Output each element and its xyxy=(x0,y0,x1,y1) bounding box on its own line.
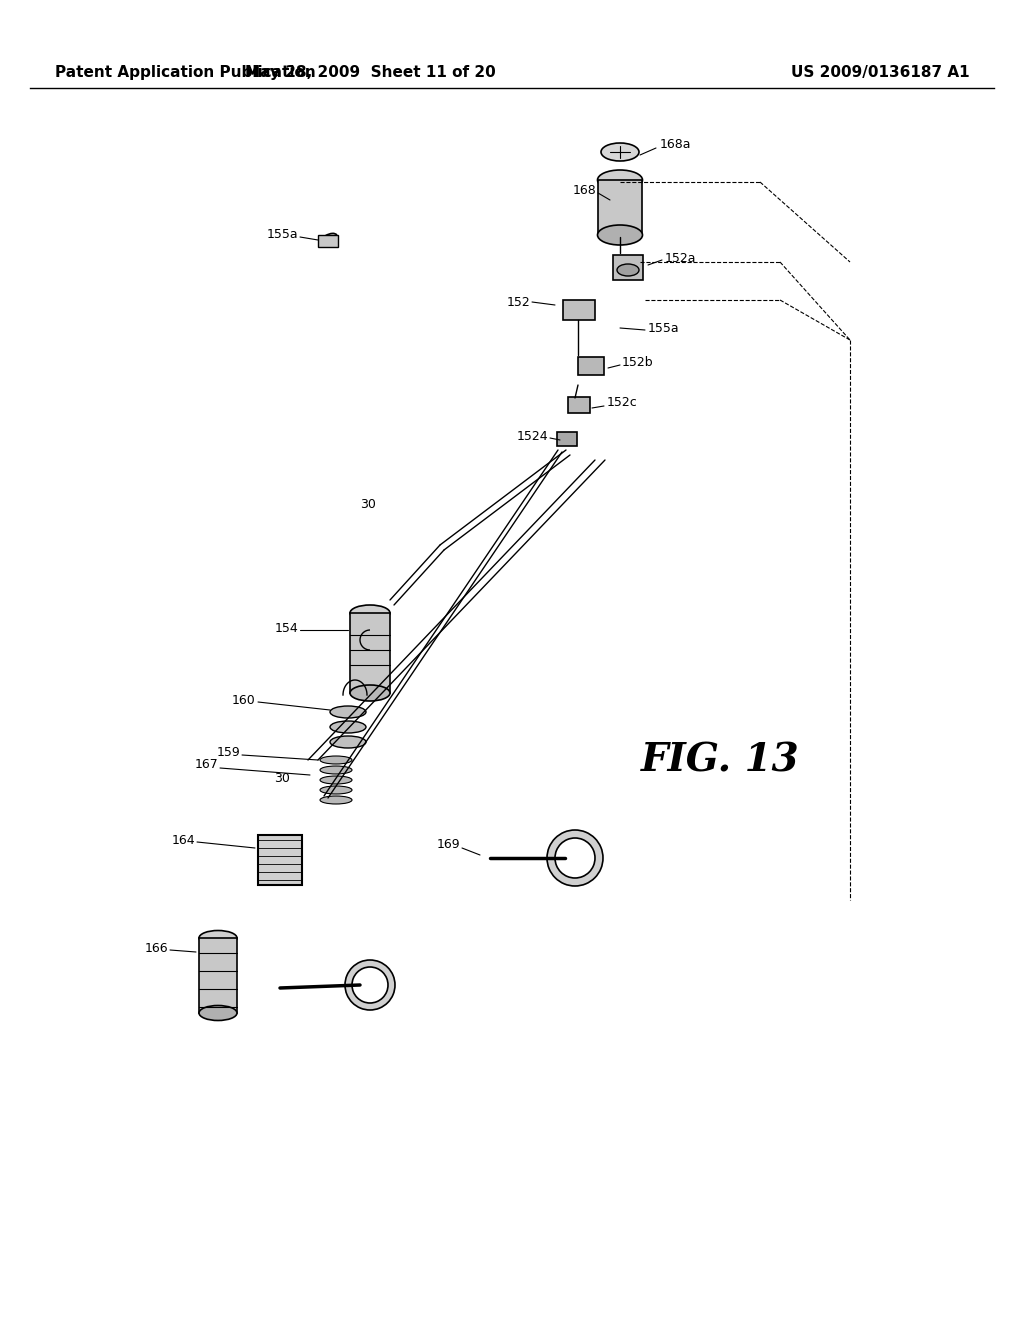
Ellipse shape xyxy=(330,706,366,718)
Ellipse shape xyxy=(350,605,390,620)
FancyBboxPatch shape xyxy=(557,432,577,446)
Text: 164: 164 xyxy=(171,833,195,846)
Ellipse shape xyxy=(330,721,366,733)
Text: 168a: 168a xyxy=(660,139,691,152)
Text: 155a: 155a xyxy=(648,322,680,334)
Text: May 28, 2009  Sheet 11 of 20: May 28, 2009 Sheet 11 of 20 xyxy=(245,65,496,81)
Text: US 2009/0136187 A1: US 2009/0136187 A1 xyxy=(792,65,970,81)
FancyBboxPatch shape xyxy=(258,836,302,884)
Ellipse shape xyxy=(319,796,352,804)
Text: 155a: 155a xyxy=(266,228,298,242)
Text: 169: 169 xyxy=(436,838,460,851)
Text: Patent Application Publication: Patent Application Publication xyxy=(55,65,315,81)
Ellipse shape xyxy=(199,931,237,945)
Text: 1524: 1524 xyxy=(516,430,548,444)
Ellipse shape xyxy=(350,685,390,701)
Text: 160: 160 xyxy=(231,693,255,706)
FancyBboxPatch shape xyxy=(613,255,643,280)
Text: 152c: 152c xyxy=(607,396,638,409)
Ellipse shape xyxy=(319,785,352,795)
Ellipse shape xyxy=(319,776,352,784)
Ellipse shape xyxy=(319,756,352,764)
Ellipse shape xyxy=(319,766,352,774)
FancyBboxPatch shape xyxy=(350,612,390,693)
Ellipse shape xyxy=(601,143,639,161)
Ellipse shape xyxy=(330,737,366,748)
FancyBboxPatch shape xyxy=(598,180,642,235)
Ellipse shape xyxy=(617,264,639,276)
FancyBboxPatch shape xyxy=(578,356,604,375)
Ellipse shape xyxy=(199,1006,237,1020)
Text: 30: 30 xyxy=(360,499,376,511)
FancyBboxPatch shape xyxy=(199,939,237,1012)
Text: 152: 152 xyxy=(506,296,530,309)
Ellipse shape xyxy=(597,170,642,190)
FancyBboxPatch shape xyxy=(568,397,590,413)
Text: 159: 159 xyxy=(216,747,240,759)
Text: 154: 154 xyxy=(274,622,298,635)
Text: 30: 30 xyxy=(274,771,290,784)
Text: 152b: 152b xyxy=(622,356,653,370)
Text: 167: 167 xyxy=(195,759,218,771)
FancyBboxPatch shape xyxy=(563,300,595,319)
Ellipse shape xyxy=(597,224,642,246)
Text: FIG. 13: FIG. 13 xyxy=(641,741,800,779)
Text: 152a: 152a xyxy=(665,252,696,264)
Text: 166: 166 xyxy=(144,941,168,954)
Ellipse shape xyxy=(319,234,337,247)
Text: 168: 168 xyxy=(572,183,596,197)
FancyBboxPatch shape xyxy=(318,235,338,247)
